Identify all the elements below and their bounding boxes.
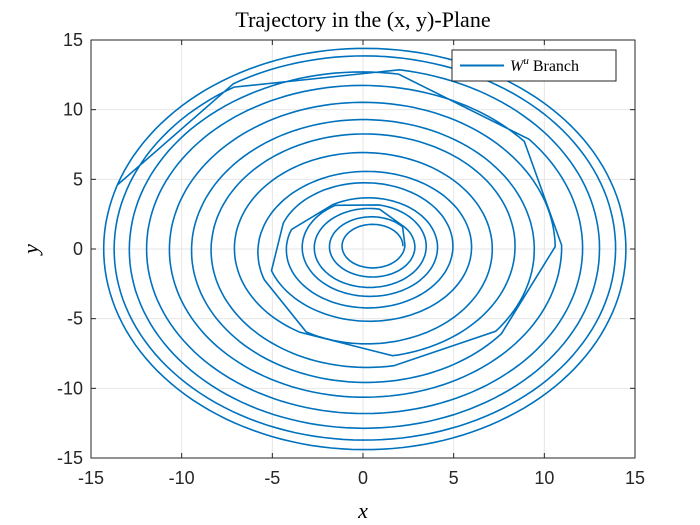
y-tick-label: 10 [63, 100, 83, 120]
x-tick-label: 10 [534, 468, 554, 488]
trajectory-line [102, 47, 627, 451]
x-tick-label: -15 [78, 468, 104, 488]
x-tick-label: 0 [358, 468, 368, 488]
x-tick-label: -5 [264, 468, 280, 488]
y-tick-label: -10 [57, 378, 83, 398]
y-tick-label: 5 [73, 169, 83, 189]
legend[interactable]: Wu Branch [451, 49, 617, 82]
chart-title: Trajectory in the (x, y)-Plane [235, 7, 490, 32]
series-line-wu-branch [102, 47, 627, 451]
x-axis-label: x [357, 498, 368, 523]
y-tick-label: -15 [57, 448, 83, 468]
axis-ticks: -15 -10 -5 0 5 10 15 -15 -10 -5 0 5 10 15 [57, 30, 645, 488]
legend-label: Wu Branch [510, 55, 579, 75]
x-tick-label: -10 [169, 468, 195, 488]
y-axis-label: y [18, 244, 43, 256]
x-tick-label: 5 [449, 468, 459, 488]
y-tick-label: 0 [73, 239, 83, 259]
y-tick-label: -5 [67, 309, 83, 329]
x-tick-label: 15 [625, 468, 645, 488]
y-tick-label: 15 [63, 30, 83, 50]
